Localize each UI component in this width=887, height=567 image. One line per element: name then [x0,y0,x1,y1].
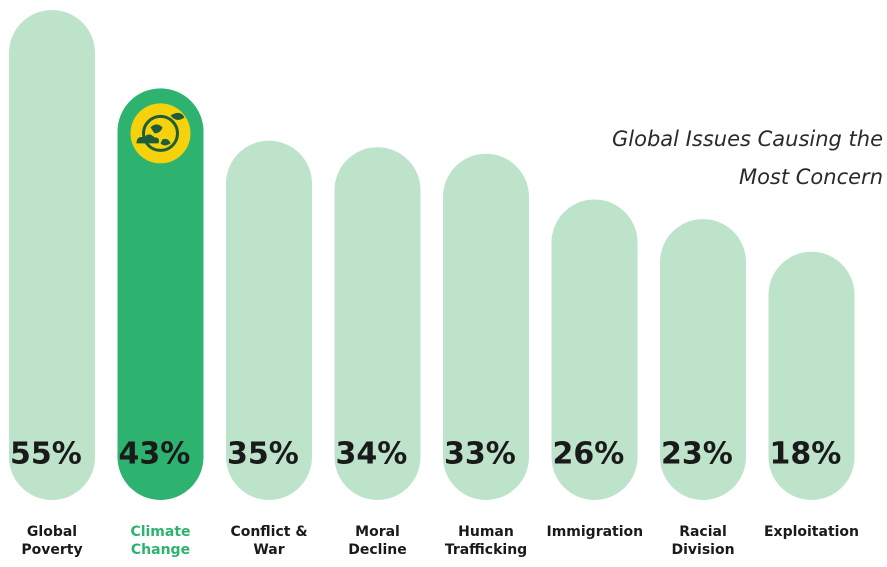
x-tick-label: Human Trafficking [444,524,528,558]
climate-icon [130,103,191,164]
icon-cloud [136,134,159,144]
bar [334,147,421,500]
value-label: 55% [10,437,82,472]
chart-title: Global Issues Causing the Most Concern [612,127,883,189]
x-tick-label: Global Poverty [21,524,83,558]
bar [226,140,312,500]
x-tick-label: Exploitation [763,524,860,540]
bar [117,88,204,500]
value-label: 23% [661,437,733,472]
x-tick-label: Racial Division [671,524,735,558]
value-label: 26% [553,437,625,472]
value-label: 18% [770,437,842,472]
value-label: 35% [227,437,299,472]
x-tick-label: Climate Change [130,524,191,558]
value-label: 34% [336,437,408,472]
bar [443,153,529,500]
value-label: 43% [119,437,191,472]
icon-globe [142,114,179,152]
x-tick-label: Conflict & War [230,524,308,558]
bar [551,199,638,500]
x-tick-label: Immigration [546,524,644,540]
bar [768,251,855,500]
x-tick-label: Moral Decline [348,524,407,558]
bar [9,10,95,500]
value-label: 33% [444,437,516,472]
icon-circle [130,103,191,164]
bar [660,219,746,500]
icon-leaf [170,112,185,120]
icon-land [150,124,171,146]
